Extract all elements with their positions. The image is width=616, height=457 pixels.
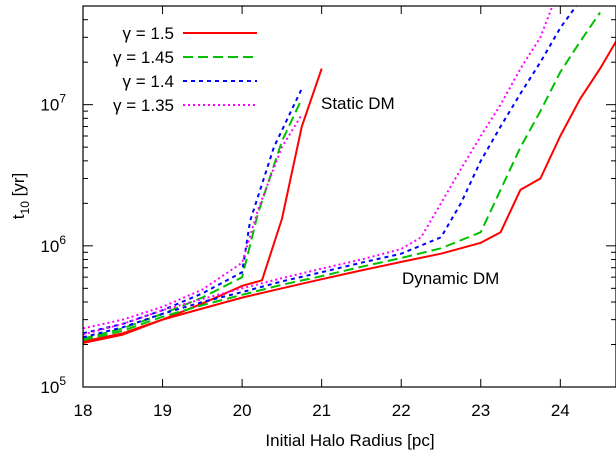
- annotation-dynamic-dm: Dynamic DM: [402, 269, 499, 288]
- y-axis-title-sub: 10: [18, 201, 32, 215]
- series-1-dynamic-line: [83, 11, 601, 342]
- y-axis-title: t10 [yr]: [9, 173, 32, 219]
- legend-label-2: γ = 1.4: [122, 72, 174, 91]
- y-tick-label-2: 107: [40, 92, 66, 115]
- series-2-dynamic-line: [83, 6, 578, 339]
- plot-frame: [82, 5, 616, 388]
- legend-label-1: γ = 1.45: [113, 48, 174, 67]
- x-tick-label-5: 23: [471, 401, 490, 420]
- x-tick-label-0: 18: [74, 401, 93, 420]
- x-tick-label-6: 24: [551, 401, 570, 420]
- series-3-dynamic-line: [83, 6, 554, 336]
- y-tick-label-0: 105: [40, 374, 66, 397]
- x-tick-label-2: 20: [233, 401, 252, 420]
- legend-label-3: γ = 1.35: [113, 96, 174, 115]
- y-tick-label-1: 106: [40, 233, 66, 256]
- series-0-dynamic-line: [83, 40, 616, 344]
- series-2-static-line: [83, 88, 303, 335]
- series-3-static-line: [83, 114, 303, 330]
- ticks-layer: 18 19 20 21 22 23 24 105 106 107: [40, 6, 616, 420]
- legend-label-0: γ = 1.5: [122, 24, 174, 43]
- series-1-static-line: [83, 98, 303, 340]
- series-layer: [83, 6, 616, 344]
- x-axis-title: Initial Halo Radius [pc]: [265, 431, 434, 450]
- legend: γ = 1.5 γ = 1.45 γ = 1.4 γ = 1.35: [113, 24, 257, 115]
- y-axis-title-base: t: [9, 214, 28, 219]
- annotation-static-dm: Static DM: [321, 94, 395, 113]
- y-axis-title-unit: [yr]: [9, 173, 28, 201]
- x-tick-label-3: 21: [312, 401, 331, 420]
- x-tick-label-4: 22: [392, 401, 411, 420]
- x-tick-label-1: 19: [153, 401, 172, 420]
